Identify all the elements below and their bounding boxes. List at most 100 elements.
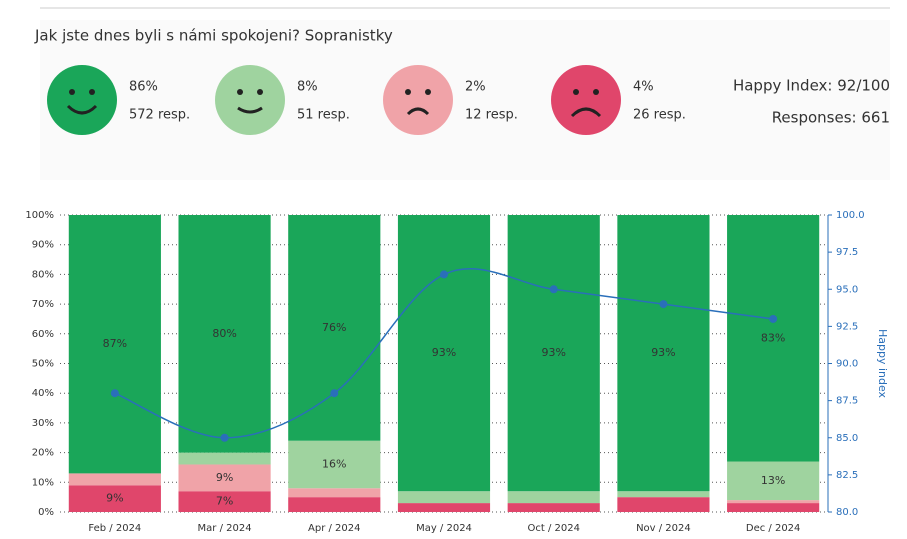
- data-label: 80%: [212, 327, 236, 340]
- bar-segment: [727, 461, 820, 501]
- face: [551, 65, 621, 135]
- data-label: 9%: [216, 471, 233, 484]
- y2-tick-label: 92.5: [836, 321, 858, 332]
- y2-tick-label: 95.0: [836, 284, 858, 295]
- face-eye: [89, 89, 95, 95]
- face-mouth: [570, 107, 602, 118]
- bar-segment: [727, 215, 820, 462]
- bar-segment: [727, 503, 820, 512]
- y-tick-label: 70%: [32, 299, 54, 310]
- bar-segment: [178, 452, 271, 465]
- line-point: [220, 433, 229, 442]
- data-label: 93%: [541, 346, 565, 359]
- data-label: 13%: [761, 474, 785, 487]
- data-label: 93%: [432, 346, 456, 359]
- item-percent: 2%: [465, 80, 486, 95]
- item-percent: 4%: [633, 80, 654, 95]
- x-tick-label: Mar / 2024: [198, 523, 252, 534]
- line-point: [330, 389, 339, 398]
- y2-tick-label: 100.0: [836, 210, 865, 221]
- x-tick-label: Apr / 2024: [308, 523, 360, 534]
- line-point: [440, 270, 448, 279]
- bar-segment: [617, 491, 710, 498]
- item-responses: 26 resp.: [633, 108, 686, 123]
- face-eye: [237, 89, 243, 95]
- bar-segment: [288, 497, 381, 512]
- y-tick-label: 0%: [38, 507, 54, 518]
- face-eye: [405, 89, 411, 95]
- y2-tick-label: 97.5: [836, 247, 858, 258]
- face-eye: [69, 89, 75, 95]
- bar-segment: [507, 491, 600, 504]
- y-tick-label: 60%: [32, 329, 54, 340]
- y2-axis-label: Happy index: [876, 329, 889, 399]
- responses-total: Responses: 661: [772, 109, 890, 127]
- y-tick-label: 80%: [32, 269, 54, 280]
- face: [47, 65, 117, 135]
- bar-segment: [288, 440, 381, 489]
- bar-segment: [68, 215, 161, 474]
- bar-segment: [178, 491, 271, 512]
- x-tick-label: Oct / 2024: [527, 523, 579, 534]
- y-tick-label: 30%: [32, 418, 54, 429]
- bar-segment: [288, 488, 381, 498]
- y2-tick-label: 82.5: [836, 470, 858, 481]
- bar-segment: [617, 497, 710, 512]
- line-point: [110, 389, 119, 398]
- bar-segment: [727, 500, 820, 504]
- data-label: 87%: [103, 337, 127, 350]
- item-responses: 51 resp.: [297, 108, 350, 123]
- y-tick-label: 100%: [25, 210, 54, 221]
- face-eye: [593, 89, 599, 95]
- y-tick-label: 40%: [32, 388, 54, 399]
- data-label: 9%: [106, 492, 123, 505]
- face: [383, 65, 453, 135]
- happy-index: Happy Index: 92/100: [733, 77, 890, 95]
- item-responses: 572 resp.: [129, 108, 190, 123]
- data-label: 16%: [322, 457, 346, 470]
- face: [215, 65, 285, 135]
- face-eye: [425, 89, 431, 95]
- y-tick-label: 10%: [32, 477, 54, 488]
- bar-segment: [507, 503, 600, 512]
- bar-segment: [178, 215, 271, 453]
- line-point: [549, 285, 558, 294]
- face-eye: [257, 89, 263, 95]
- y-tick-label: 90%: [32, 240, 54, 251]
- data-label: 83%: [761, 331, 785, 344]
- item-percent: 8%: [297, 80, 318, 95]
- line-point: [659, 300, 668, 309]
- x-tick-label: Nov / 2024: [636, 523, 691, 534]
- x-tick-label: Dec / 2024: [746, 523, 801, 534]
- bar-segment: [397, 503, 491, 512]
- x-tick-label: May / 2024: [416, 523, 472, 534]
- y-tick-label: 50%: [32, 359, 54, 370]
- bar-segment: [617, 215, 710, 492]
- bar-segment: [397, 491, 491, 504]
- y-tick-label: 20%: [32, 448, 54, 459]
- bar-segment: [288, 215, 381, 441]
- face-mouth: [406, 107, 430, 116]
- summary-panel: [40, 20, 890, 180]
- data-label: 76%: [322, 321, 346, 334]
- item-percent: 86%: [129, 80, 158, 95]
- bar-segment: [68, 485, 161, 512]
- y2-tick-label: 85.0: [836, 433, 858, 444]
- bar-segment: [397, 215, 491, 492]
- line-point: [769, 314, 778, 323]
- bar-segment: [178, 464, 271, 492]
- bar-segment: [507, 215, 600, 492]
- bar-segment: [68, 473, 161, 486]
- y2-tick-label: 80.0: [836, 507, 858, 518]
- data-label: 93%: [651, 346, 675, 359]
- face-mouth: [66, 104, 98, 115]
- item-responses: 12 resp.: [465, 108, 518, 123]
- face-mouth: [237, 106, 263, 114]
- x-tick-label: Feb / 2024: [88, 523, 141, 534]
- face-eye: [573, 89, 579, 95]
- y2-tick-label: 90.0: [836, 359, 858, 370]
- data-label: 7%: [216, 495, 233, 508]
- summary-title: Jak jste dnes byli s námi spokojeni? Sop…: [34, 27, 393, 45]
- y2-tick-label: 87.5: [836, 396, 858, 407]
